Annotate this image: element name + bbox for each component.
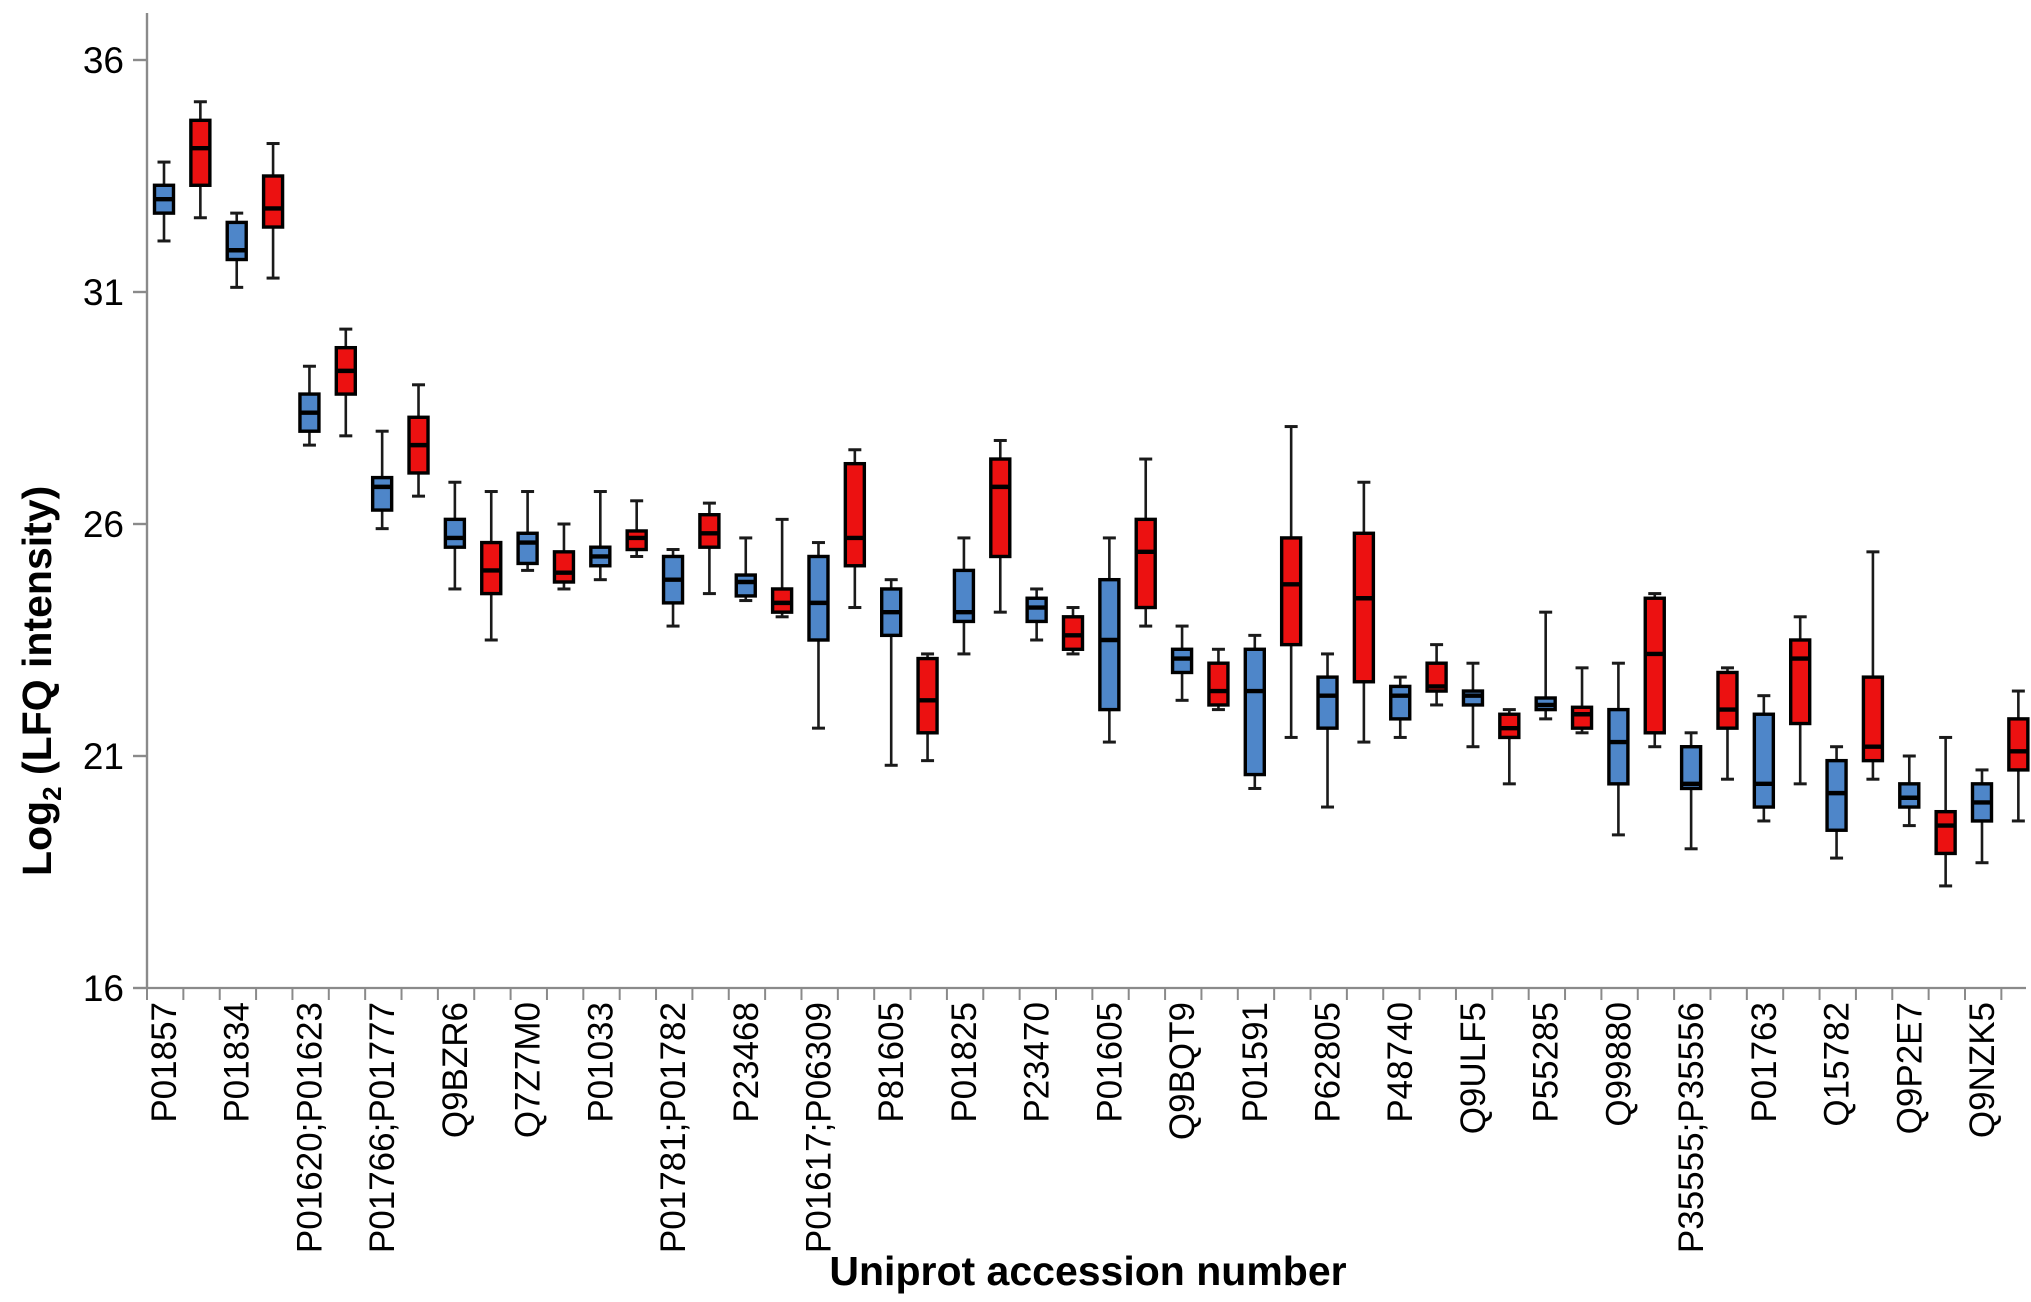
y-axis-title-base: Log [14, 800, 60, 876]
box-red [1861, 675, 1885, 763]
x-tick-label: P01605 [1090, 1002, 1129, 1123]
x-tick-label: P01781;P01782 [654, 1002, 693, 1253]
box-blue [1752, 712, 1776, 809]
y-axis-title: Log2 (LFQ intensity) [14, 486, 68, 876]
box-red [261, 174, 285, 229]
x-tick-label: P62805 [1309, 1002, 1348, 1123]
box-red [770, 587, 794, 614]
x-tick-label: P01857 [145, 1002, 184, 1123]
box-blue [1825, 758, 1848, 832]
x-tick-label: P01033 [581, 1002, 620, 1123]
box-red [698, 513, 721, 549]
x-tick-label: Q15782 [1818, 1002, 1857, 1127]
box-red [1788, 638, 1812, 726]
box-red [989, 457, 1012, 559]
y-axis-title-subscript: 2 [37, 786, 67, 801]
x-tick-label: P01825 [945, 1002, 984, 1123]
x-tick-label: Q9NZK5 [1963, 1002, 2002, 1138]
x-tick-label: P01834 [218, 1002, 257, 1123]
box-blue [1243, 647, 1267, 777]
box-red [552, 550, 576, 584]
box-red [1061, 615, 1085, 651]
box-blue [952, 568, 976, 624]
box-red [1570, 705, 1594, 730]
box-red [1498, 712, 1521, 740]
box-red [1352, 531, 1376, 684]
box-blue [370, 475, 394, 512]
box-blue [443, 517, 467, 549]
y-axis-title-rest: (LFQ intensity) [14, 485, 60, 787]
box-blue [1389, 684, 1412, 721]
box-blue [1679, 745, 1703, 791]
box-blue [1316, 675, 1339, 730]
box-red [625, 529, 648, 552]
y-tick-label: 16 [83, 968, 124, 1009]
x-tick-label: P48740 [1381, 1002, 1420, 1123]
x-tick-label: P23468 [727, 1002, 766, 1123]
box-blue [1898, 782, 1921, 809]
box-red [1279, 536, 1303, 647]
x-tick-label: P01591 [1236, 1002, 1275, 1123]
box-blue [734, 573, 757, 598]
y-tick-label: 36 [83, 40, 124, 81]
box-blue [807, 554, 830, 642]
y-tick-label: 31 [83, 272, 124, 313]
x-tick-label: P55285 [1527, 1002, 1566, 1123]
box-red [480, 540, 503, 596]
x-tick-label: P01620;P01623 [290, 1002, 329, 1253]
box-red [1643, 596, 1666, 735]
box-red [1207, 661, 1230, 707]
box-blue [516, 531, 539, 566]
x-tick-label: P23470 [1018, 1002, 1057, 1123]
x-tick-label: P01617;P06309 [799, 1002, 838, 1253]
box-blue [1098, 577, 1121, 712]
box-red [1934, 809, 1957, 856]
x-tick-label: Q9BZR6 [436, 1002, 475, 1138]
box-blue [1025, 596, 1048, 624]
box-red [189, 118, 212, 187]
box-red [2007, 717, 2030, 772]
box-red [1134, 517, 1157, 610]
box-red [843, 461, 867, 568]
x-tick-label: P01763 [1745, 1002, 1784, 1123]
box-blue [1461, 689, 1485, 707]
x-tick-label: P01766;P01777 [363, 1002, 402, 1253]
x-tick-label: Q9ULF5 [1454, 1002, 1493, 1134]
box-blue [1170, 647, 1194, 675]
box-blue [1607, 707, 1630, 786]
x-tick-label: Q7Z7M0 [509, 1002, 548, 1138]
x-tick-label: P35555;P35556 [1672, 1002, 1711, 1253]
x-tick-label: P81605 [872, 1002, 911, 1123]
x-axis-title: Uniprot accession number [829, 1248, 1347, 1294]
box-red [916, 656, 939, 735]
box-blue [225, 220, 248, 262]
y-tick-label: 21 [83, 736, 124, 777]
x-tick-label: Q9P2E7 [1890, 1002, 1929, 1134]
box-red [1716, 670, 1739, 730]
x-tick-label: Q9BQT9 [1163, 1002, 1202, 1140]
y-tick-label: 26 [83, 504, 124, 545]
x-tick-label: Q99880 [1599, 1002, 1638, 1127]
box-red [1425, 661, 1448, 693]
